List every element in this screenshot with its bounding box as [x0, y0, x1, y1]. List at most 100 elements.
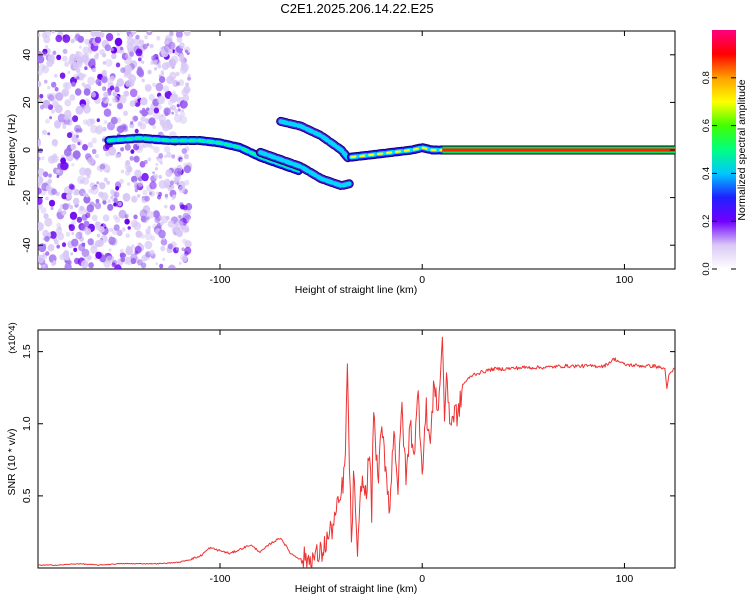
noise-blob — [137, 70, 145, 78]
noise-blob — [101, 76, 108, 84]
noise-blob — [153, 107, 160, 114]
noise-blob — [101, 97, 106, 102]
noise-blob — [38, 168, 45, 176]
noise-blob — [48, 173, 52, 178]
noise-blob — [88, 188, 93, 194]
noise-blob — [174, 109, 179, 114]
noise-blob — [116, 102, 123, 110]
noise-blob — [129, 100, 136, 107]
noise-blob — [38, 156, 41, 161]
noise-blob — [142, 43, 148, 50]
ridge-main — [104, 133, 306, 176]
noise-blob — [72, 115, 79, 123]
x-tick-label: 0 — [419, 573, 425, 585]
noise-blob — [149, 181, 157, 190]
noise-blob — [63, 148, 72, 157]
spectrogram-y-axis-label: Frequency (Hz) — [6, 114, 18, 186]
noise-blob — [141, 78, 145, 83]
noise-blob — [94, 221, 101, 228]
noise-blob — [38, 196, 43, 205]
snr-panel: -100 0 100 0.5 1.0 1.5 Height of straight li… — [6, 322, 676, 595]
noise-blob — [180, 159, 183, 163]
noise-blob — [47, 54, 55, 63]
noise-region — [38, 31, 193, 269]
spectrogram-x-axis-label: Height of straight line (km) — [295, 284, 418, 296]
noise-blob — [41, 32, 48, 39]
noise-blob — [98, 226, 105, 233]
colorbar-tick-label: 0.8 — [701, 71, 712, 84]
noise-blob — [88, 50, 93, 55]
noise-blob — [54, 86, 59, 92]
noise-blob — [163, 107, 171, 116]
snr-x-ticks: -100 0 100 — [209, 330, 633, 585]
noise-blob — [167, 220, 175, 228]
noise-blob — [165, 61, 172, 68]
noise-blob — [69, 94, 76, 101]
noise-blob — [170, 55, 179, 65]
noise-blob — [47, 244, 55, 252]
noise-blob — [160, 238, 168, 246]
noise-blob — [125, 213, 130, 218]
noise-blob — [42, 51, 47, 57]
spectrogram-x-ticks: -100 0 100 — [209, 31, 633, 286]
noise-blob — [179, 111, 186, 117]
noise-blob — [83, 53, 89, 60]
noise-blob — [83, 195, 91, 204]
noise-blob — [123, 74, 127, 78]
noise-blob — [102, 144, 109, 152]
ridge-upper — [276, 116, 354, 164]
noise-blob — [123, 253, 127, 257]
noise-blob — [125, 246, 134, 256]
noise-blob — [69, 211, 78, 220]
noise-blob — [86, 118, 94, 127]
noise-blob — [184, 179, 190, 186]
noise-blob — [178, 215, 182, 219]
noise-blob — [185, 49, 188, 53]
noise-blob — [110, 116, 118, 125]
noise-blob — [52, 260, 57, 266]
noise-blob — [162, 257, 166, 261]
noise-blob — [138, 181, 144, 187]
noise-blob — [102, 199, 107, 205]
y-tick-label: 0 — [21, 147, 33, 153]
noise-blob — [161, 72, 164, 76]
noise-blob — [106, 180, 110, 185]
noise-blob — [44, 79, 48, 84]
noise-blob — [182, 238, 188, 244]
noise-blob — [157, 64, 162, 69]
noise-blob — [57, 208, 62, 213]
noise-blob — [154, 67, 158, 71]
noise-blob — [140, 116, 146, 122]
noise-blob — [183, 165, 192, 174]
noise-blob — [39, 93, 44, 99]
noise-blob — [183, 162, 187, 167]
noise-blob — [153, 146, 160, 154]
noise-blob — [151, 55, 157, 61]
noise-blob — [159, 119, 166, 126]
noise-blob — [155, 262, 159, 266]
noise-blob — [51, 109, 55, 114]
noise-blob — [140, 233, 145, 239]
noise-blob — [79, 45, 82, 49]
noise-blob — [110, 195, 113, 200]
noise-blob — [159, 263, 164, 269]
noise-blob — [56, 244, 60, 249]
noise-blob — [54, 120, 61, 129]
noise-blob — [85, 98, 90, 103]
noise-blob — [62, 34, 71, 43]
noise-blob — [127, 226, 131, 230]
noise-blob — [156, 191, 160, 195]
noise-blob — [134, 245, 142, 254]
noise-blob — [122, 193, 131, 202]
noise-blob — [136, 95, 141, 99]
noise-blob — [63, 115, 69, 121]
noise-blob — [140, 97, 148, 106]
noise-blob — [62, 55, 68, 62]
noise-blob — [119, 178, 124, 184]
noise-blob — [175, 220, 183, 230]
noise-blob — [157, 95, 166, 105]
noise-blob — [38, 55, 45, 64]
noise-blob — [98, 182, 106, 190]
noise-blob — [125, 80, 131, 87]
